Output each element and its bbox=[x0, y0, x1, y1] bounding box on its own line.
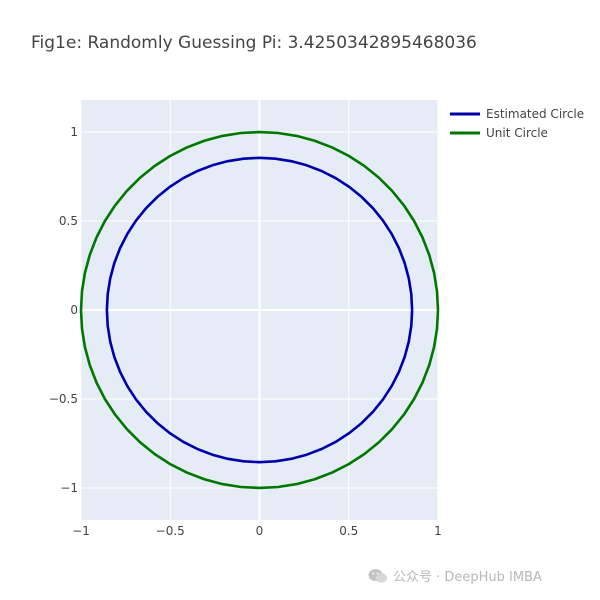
x-tick-label: 0 bbox=[256, 524, 264, 538]
y-tick-label: 1 bbox=[70, 125, 78, 139]
legend-label: Estimated Circle bbox=[486, 107, 584, 121]
y-tick-label: −0.5 bbox=[49, 392, 78, 406]
wechat-icon bbox=[368, 568, 387, 583]
y-tick-label: −1 bbox=[60, 481, 78, 495]
legend-item-unit-circle[interactable]: Unit Circle bbox=[450, 126, 548, 140]
series-line-unit-circle bbox=[79, 130, 440, 490]
legend[interactable]: Estimated Circle Unit Circle bbox=[450, 107, 584, 140]
legend-item-estimated-circle[interactable]: Estimated Circle bbox=[450, 107, 584, 121]
x-tick-label: −0.5 bbox=[156, 524, 185, 538]
series-line-estimated-circle bbox=[105, 156, 414, 464]
legend-label: Unit Circle bbox=[486, 126, 548, 140]
chart-title: Fig1e: Randomly Guessing Pi: 3.425034289… bbox=[31, 33, 477, 53]
axis-layer: −1 −0.5 0 0.5 1 1 0.5 0 −0.5 −1 bbox=[49, 125, 442, 538]
y-tick-label: 0.5 bbox=[59, 214, 78, 228]
x-tick-label: −1 bbox=[72, 524, 90, 538]
x-tick-label: 1 bbox=[434, 524, 442, 538]
x-tick-label: 0.5 bbox=[339, 524, 358, 538]
series-layer bbox=[79, 130, 440, 490]
watermark: 公众号 · DeepHub IMBA bbox=[368, 566, 542, 585]
y-tick-label: 0 bbox=[70, 303, 78, 317]
watermark-text: 公众号 · DeepHub IMBA bbox=[393, 570, 542, 585]
